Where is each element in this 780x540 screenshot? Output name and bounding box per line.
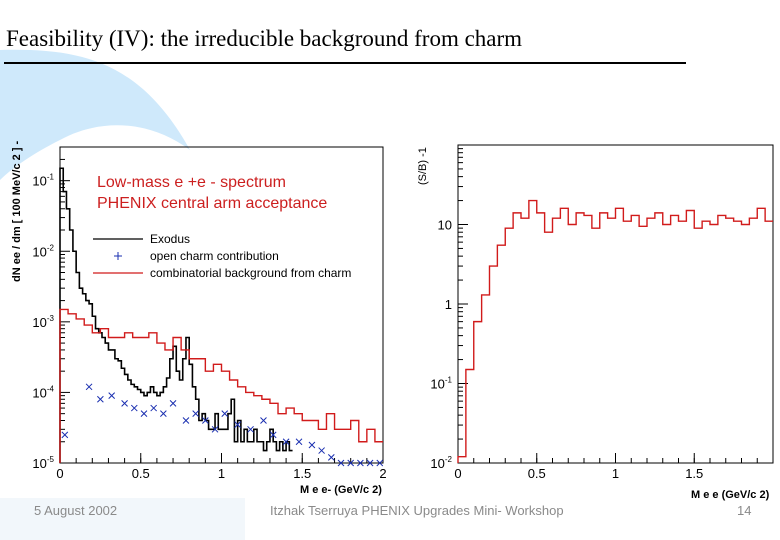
- plot-frame-rect: [457, 144, 774, 464]
- open-charm-point: [201, 417, 209, 424]
- x-tick-label: 0.5: [528, 466, 546, 481]
- open-charm-point: [121, 399, 128, 407]
- footer-band-left: [0, 498, 245, 540]
- open-charm-point: [169, 399, 177, 407]
- x-tick-label: 1: [218, 466, 225, 481]
- y-tick-label: 10-2: [32, 243, 54, 259]
- x-tick-label: 0: [56, 466, 63, 481]
- x-tick-label: 0.5: [132, 466, 150, 481]
- open-charm-point: [234, 421, 242, 428]
- legend: Exodus open charm contribution combinato…: [93, 232, 351, 280]
- slide-title: Feasibility (IV): the irreducible backgr…: [6, 26, 523, 51]
- open-charm-point: [269, 431, 277, 439]
- y-tick-label: 10: [438, 218, 452, 233]
- open-charm-point: [61, 431, 69, 439]
- y-tick-label: 10-4: [32, 384, 54, 400]
- legend-swatch-open-charm: [114, 252, 122, 260]
- footer-presenter: Itzhak Tserruya PHENIX Upgrades Mini- Wo…: [270, 503, 564, 518]
- open-charm-point: [221, 410, 229, 418]
- open-charm-point: [108, 392, 116, 400]
- open-charm-point: [318, 447, 325, 454]
- open-charm-point: [211, 425, 219, 433]
- open-charm-point: [337, 459, 345, 467]
- x-tick-label: 1.5: [685, 466, 703, 481]
- open-charm-point: [357, 459, 364, 467]
- right-series-0-line: [457, 199, 773, 463]
- right-plot-frame: [457, 144, 774, 464]
- blue-swoosh-decoration: [0, 49, 190, 180]
- right-series-group: [457, 199, 773, 463]
- left-chart: 0 0.5 1 1.5 2 10-1 10-2 10-3 10-4 10-5 Low-mass e…: [11, 140, 387, 496]
- y-tick-label: 10-3: [32, 314, 54, 330]
- y-tick-label: 10-2: [430, 455, 452, 471]
- open-charm-point: [160, 410, 167, 418]
- right-x-axis-label: M e e (GeV/c 2): [691, 489, 770, 501]
- right-axis-ticks: 0 0.5 1 1.5 10 1 10-1 10-2: [430, 148, 774, 481]
- title-underline: [4, 62, 686, 64]
- open-charm-point: [366, 459, 374, 467]
- open-charm-point: [85, 383, 93, 391]
- open-charm-point: [376, 459, 384, 467]
- y-tick-label: 10-5: [32, 455, 54, 471]
- open-charm-point: [150, 404, 158, 412]
- left-x-axis-label: M e e- (GeV/c 2): [300, 484, 382, 496]
- left-y-axis-label: dN ee / dm [ 100 MeV/c 2 ] -1: [11, 140, 23, 282]
- legend-label-open-charm: open charm contribution: [150, 249, 279, 263]
- left-series-2-line: [59, 308, 383, 463]
- open-charm-point: [260, 417, 267, 424]
- y-tick-label: 1: [445, 297, 452, 312]
- legend-label-exodus: Exodus: [150, 232, 190, 246]
- left-chart-subtitle: PHENIX central arm acceptance: [97, 195, 327, 212]
- left-chart-title: Low-mass e +e - spectrum: [97, 174, 286, 191]
- x-tick-label: 1: [612, 466, 619, 481]
- right-y-axis-label: (S/B) -1: [417, 147, 429, 185]
- open-charm-point: [130, 404, 138, 412]
- open-charm-point: [308, 441, 316, 449]
- open-charm-point: [140, 410, 148, 418]
- right-chart: 0 0.5 1 1.5 10 1 10-1 10-2 (S/B) -1 M e e (GeV/…: [417, 144, 774, 501]
- open-charm-point: [327, 454, 335, 461]
- x-tick-label: 0: [454, 466, 461, 481]
- open-charm-point: [282, 438, 290, 446]
- x-tick-label: 1.5: [293, 466, 311, 481]
- left-series-0-line: [59, 167, 293, 463]
- open-charm-point: [247, 425, 254, 433]
- y-tick-label: 10-1: [32, 173, 54, 189]
- legend-label-combinatorial: combinatorial background from charm: [150, 266, 351, 280]
- open-charm-point: [347, 459, 355, 467]
- open-charm-point: [295, 438, 303, 446]
- left-series-group: [59, 167, 384, 467]
- y-tick-label: 10-1: [430, 376, 452, 392]
- open-charm-point: [192, 410, 200, 418]
- footer-date: 5 August 2002: [34, 503, 118, 518]
- left-axis-ticks: 0 0.5 1 1.5 2 10-1 10-2 10-3 10-4 10-5: [32, 146, 387, 481]
- open-charm-point: [182, 417, 190, 424]
- x-tick-label: 2: [379, 466, 386, 481]
- open-charm-point: [97, 395, 104, 403]
- footer-page-number: 14: [737, 503, 752, 518]
